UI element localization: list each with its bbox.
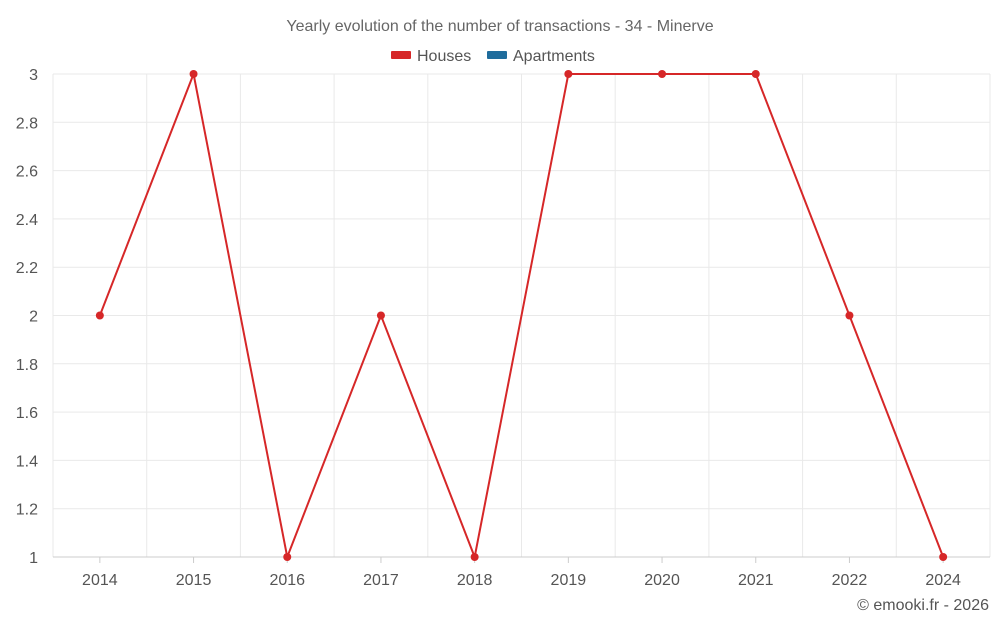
legend-label-houses: Houses	[417, 48, 471, 65]
series-line-houses	[98, 73, 945, 558]
legend-swatch-apartments	[487, 51, 507, 59]
x-tick-label: 2024	[925, 572, 961, 589]
y-tick-label: 2.6	[16, 164, 38, 181]
y-tick-label: 2.2	[16, 260, 38, 277]
chart-title: Yearly evolution of the number of transa…	[286, 18, 713, 35]
data-point-houses-2015[interactable]	[189, 70, 198, 78]
x-tick-label: 2017	[363, 572, 399, 589]
data-point-houses-2014[interactable]	[95, 311, 104, 320]
data-point-houses-2022[interactable]	[845, 311, 854, 320]
x-tick-label: 2022	[832, 572, 868, 589]
legend-swatch-houses	[391, 51, 411, 59]
data-point-houses-2021[interactable]	[751, 70, 760, 78]
data-point-houses-2017[interactable]	[376, 311, 385, 320]
x-tick-label: 2020	[644, 572, 680, 589]
y-tick-label: 2.8	[16, 115, 38, 132]
y-tick-label: 1.2	[16, 502, 38, 519]
x-tick-label: 2021	[738, 572, 774, 589]
x-tick-label: 2018	[457, 572, 493, 589]
x-tick-label: 2016	[269, 572, 305, 589]
data-point-houses-2024[interactable]	[939, 553, 948, 561]
data-point-houses-2019[interactable]	[564, 70, 573, 78]
series	[95, 70, 948, 561]
legend-label-apartments: Apartments	[513, 48, 595, 65]
y-tick-label: 2.4	[16, 212, 38, 229]
y-tick-label: 2	[29, 309, 38, 326]
y-tick-label: 1.4	[16, 453, 38, 470]
x-tick-label: 2015	[176, 572, 212, 589]
legend: Houses Apartments	[391, 48, 595, 65]
data-point-houses-2020[interactable]	[658, 70, 667, 78]
y-tick-label: 1.6	[16, 405, 38, 422]
credit-text: © emooki.fr - 2026	[857, 597, 989, 614]
data-point-houses-2016[interactable]	[283, 553, 292, 561]
y-tick-label: 1	[29, 550, 38, 567]
x-tick-label: 2019	[551, 572, 587, 589]
x-tick-label: 2014	[82, 572, 118, 589]
legend-item-apartments[interactable]: Apartments	[487, 48, 595, 65]
data-point-houses-2018[interactable]	[470, 553, 479, 561]
axes: 1 1.2 1.4 1.6 1.8 2 2.2 2.4 2.6 2.8 3 2014 2015 2016 2…	[16, 67, 990, 589]
legend-item-houses[interactable]: Houses	[391, 48, 471, 65]
y-tick-label: 3	[29, 67, 38, 84]
y-tick-label: 1.8	[16, 357, 38, 374]
